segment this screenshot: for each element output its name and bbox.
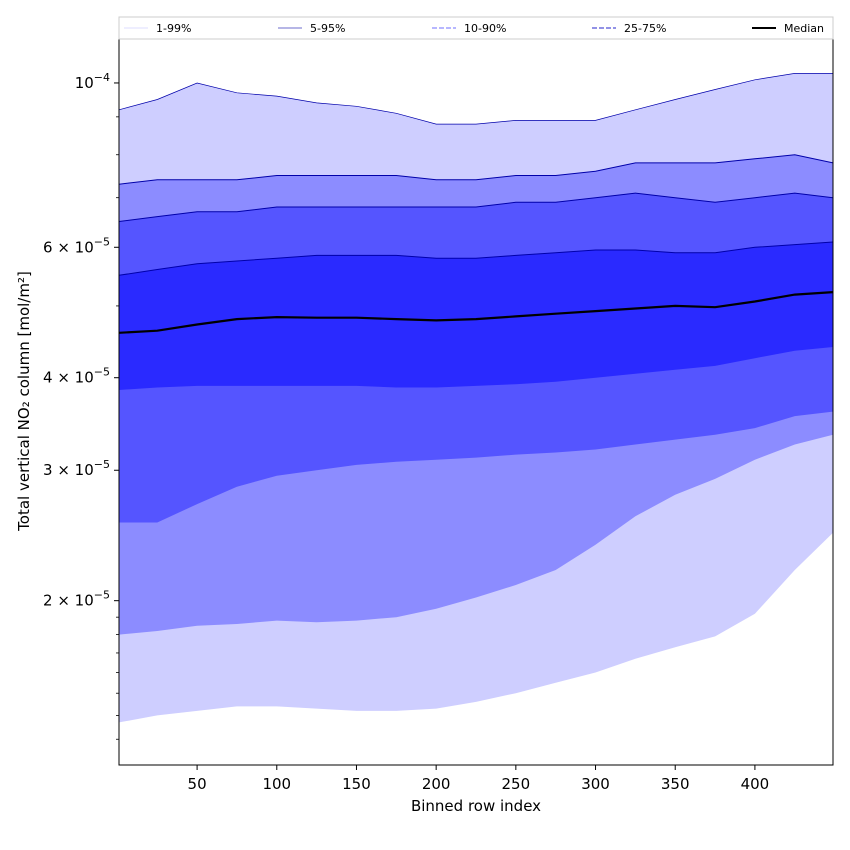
band-upper-edge-25-75%	[118, 241, 834, 276]
median-layer	[118, 291, 834, 334]
x-tick-label: 150	[342, 775, 371, 793]
x-tick-label: 100	[262, 775, 291, 793]
legend-label: 25-75%	[624, 22, 666, 35]
x-ticks: 50 100 150 200 250 300 350 400	[188, 765, 770, 793]
x-tick-label: 400	[741, 775, 770, 793]
y-tick-label: 4 × 10−5	[43, 366, 110, 387]
x-tick-label: 300	[581, 775, 610, 793]
legend-label: 5-95%	[310, 22, 345, 35]
y-tick-label: 3 × 10−5	[43, 458, 110, 479]
x-tick-label: 200	[422, 775, 451, 793]
legend-label: 10-90%	[464, 22, 506, 35]
y-ticks: 2 × 10−5 3 × 10−5 4 × 10−5 6 × 10−5 10−4	[43, 71, 119, 740]
x-tick-label: 250	[502, 775, 531, 793]
legend-frame	[118, 16, 834, 40]
x-tick-label: 50	[188, 775, 207, 793]
band-25-75%	[119, 242, 833, 390]
legend: 1-99% 5-95% 10-90% 25-75% Median	[118, 16, 834, 40]
band-upper-edge-10-90%	[118, 192, 834, 222]
legend-label: 1-99%	[156, 22, 191, 35]
median-line	[118, 291, 834, 334]
y-tick-label: 2 × 10−5	[43, 589, 110, 610]
y-tick-label: 6 × 10−5	[43, 235, 110, 256]
band-upper-edge-5-95%	[118, 154, 834, 185]
x-tick-label: 350	[661, 775, 690, 793]
legend-label: Median	[784, 22, 824, 35]
x-axis-label: Binned row index	[411, 797, 541, 815]
y-axis-label: Total vertical NO₂ column [mol/m²]	[15, 271, 33, 532]
bands-layer	[118, 73, 834, 723]
band-upper-edge-1-99%	[118, 73, 833, 125]
y-tick-label: 10−4	[75, 71, 110, 92]
